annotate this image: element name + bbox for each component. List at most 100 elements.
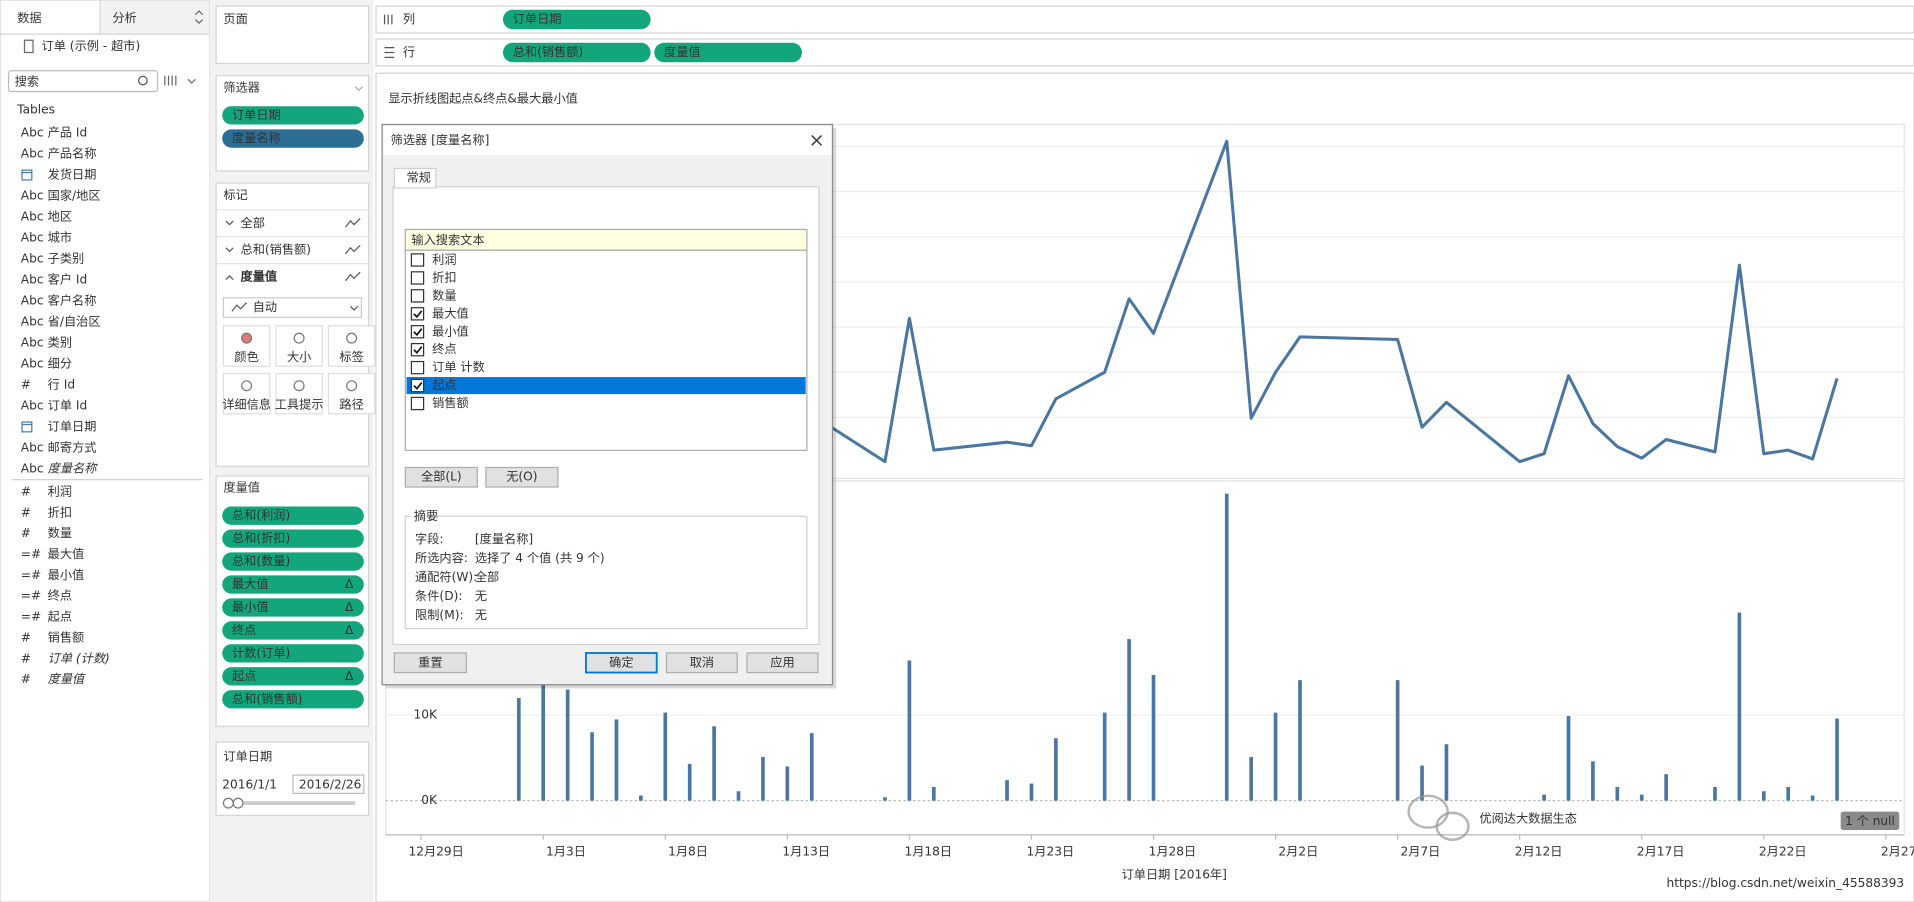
null-indicator[interactable] (1840, 811, 1900, 830)
button-label[interactable]: 确定 (609, 654, 633, 669)
field-name[interactable]: 类别 (48, 335, 72, 349)
list-item[interactable]: 数量 (432, 287, 456, 302)
field-name[interactable]: 度量名称 (48, 461, 99, 475)
measure-pill-label[interactable]: 总和(利润) (232, 508, 290, 522)
measure-pill[interactable] (222, 552, 364, 571)
checkbox[interactable] (410, 396, 425, 411)
checkbox[interactable] (410, 253, 425, 267)
slider-knob[interactable] (222, 797, 234, 809)
button[interactable] (746, 652, 819, 674)
list-item[interactable]: 利润 (432, 252, 456, 266)
shelf-pill[interactable] (502, 9, 651, 30)
measure-pill-label[interactable]: 总和(折扣) (232, 530, 290, 545)
measure-pill[interactable] (222, 598, 364, 617)
measure-pill-label[interactable]: 最小值 (232, 599, 269, 614)
shelf-pill[interactable] (654, 42, 802, 63)
field-name[interactable]: 细分 (48, 356, 72, 370)
field-name[interactable]: 最小值 (48, 567, 85, 582)
field-name[interactable]: 订单日期 (48, 419, 97, 433)
measure-pill[interactable] (222, 506, 364, 525)
null-indicator-label[interactable]: 1 个 null (1845, 814, 1895, 828)
dialog-close[interactable] (811, 134, 823, 146)
tab-label[interactable]: 数据 (17, 10, 41, 25)
measure-pill-label[interactable]: 终点 (232, 622, 256, 637)
marks-button-label[interactable]: 颜色 (234, 349, 258, 364)
measure-pill-label[interactable]: 总和(数量) (232, 553, 290, 568)
shelf-pill-label[interactable]: 订单日期 (513, 12, 562, 26)
button[interactable] (404, 466, 478, 488)
filter-pill[interactable] (222, 129, 364, 148)
tab-analysis[interactable] (99, 0, 211, 35)
field-name[interactable]: 地区 (48, 210, 72, 224)
button-label[interactable]: 全部(L) (421, 469, 462, 484)
list-item[interactable]: 最大值 (432, 305, 469, 320)
button-label[interactable]: 无(O) (506, 470, 537, 484)
field-name[interactable]: 行 Id (48, 377, 75, 391)
marks-row[interactable]: 全部 (241, 215, 265, 230)
field-name[interactable]: 产品名称 (48, 146, 97, 161)
filter-pill[interactable] (222, 106, 364, 125)
marks-button-label[interactable]: 路径 (339, 397, 363, 412)
date-end-box[interactable] (292, 774, 365, 794)
field-name[interactable]: 客户 Id (48, 271, 88, 286)
tab-data[interactable] (0, 0, 101, 35)
measure-pill[interactable] (222, 667, 364, 686)
measure-pill[interactable] (222, 575, 364, 594)
tab-label[interactable]: 分析 (112, 11, 136, 25)
marks-row[interactable]: 总和(销售额) (241, 242, 311, 257)
field-name[interactable]: 子类别 (48, 252, 85, 266)
checkbox[interactable] (410, 325, 425, 339)
field-name[interactable]: 城市 (48, 230, 72, 245)
field-name[interactable]: 发货日期 (48, 167, 97, 182)
checkbox[interactable] (410, 342, 425, 357)
checkbox[interactable] (410, 307, 425, 321)
list-item[interactable]: 销售额 (432, 395, 469, 410)
filter-pill-label[interactable]: 度量名称 (232, 130, 281, 145)
measure-pill-label[interactable]: 计数(订单) (232, 645, 290, 660)
shelf-pill[interactable] (502, 42, 651, 63)
marks-button-label[interactable]: 详细信息 (222, 397, 271, 412)
button[interactable] (585, 652, 658, 674)
slider-knob[interactable] (232, 797, 244, 809)
field-name[interactable]: 邮寄方式 (48, 439, 97, 454)
field-name[interactable]: 折扣 (48, 504, 72, 519)
filter-pill-label[interactable]: 订单日期 (232, 108, 281, 122)
field-name[interactable]: 数量 (48, 525, 72, 540)
checkbox[interactable] (410, 289, 425, 303)
field-name[interactable]: 度量值 (48, 672, 86, 686)
field-name[interactable]: 订单 Id (48, 398, 88, 412)
field-name[interactable]: 终点 (48, 588, 72, 603)
measure-pill[interactable] (222, 621, 364, 640)
field-name[interactable]: 产品 Id (48, 126, 88, 140)
list-item[interactable]: 起点 (432, 378, 456, 392)
checkbox[interactable] (410, 378, 425, 393)
field-name[interactable]: 最大值 (48, 546, 85, 561)
field-name[interactable]: 销售额 (48, 629, 85, 644)
measure-pill-label[interactable]: 最大值 (232, 576, 269, 591)
marks-button-label[interactable]: 工具提示 (275, 397, 324, 412)
list-item[interactable]: 终点 (432, 341, 456, 356)
field-name[interactable]: 起点 (48, 610, 72, 624)
field-name[interactable]: 利润 (48, 484, 72, 498)
shelf-pill-label[interactable]: 度量值 (664, 44, 701, 59)
dialog-tab[interactable] (393, 167, 437, 189)
checkbox[interactable] (410, 360, 425, 375)
list-item[interactable]: 订单 计数 (432, 359, 485, 374)
measure-pill-label[interactable]: 起点 (232, 669, 256, 683)
button[interactable] (393, 652, 467, 674)
button[interactable] (485, 466, 559, 488)
measure-pill[interactable] (222, 644, 364, 663)
marks-button-label[interactable]: 标签 (339, 349, 363, 364)
measure-pill[interactable] (222, 690, 364, 709)
measure-pill-label[interactable]: 总和(销售额) (232, 691, 302, 706)
marks-button-label[interactable]: 大小 (287, 350, 311, 364)
field-name[interactable]: 订单 (计数) (48, 651, 110, 665)
button-label[interactable]: 重置 (418, 655, 442, 669)
button[interactable] (665, 652, 738, 674)
list-item[interactable]: 折扣 (432, 269, 456, 284)
checkbox[interactable] (410, 271, 425, 285)
list-item[interactable]: 最小值 (432, 323, 469, 338)
field-name[interactable]: 省/自治区 (48, 314, 101, 328)
field-name[interactable]: 客户名称 (48, 292, 97, 307)
search-box[interactable] (8, 70, 159, 93)
